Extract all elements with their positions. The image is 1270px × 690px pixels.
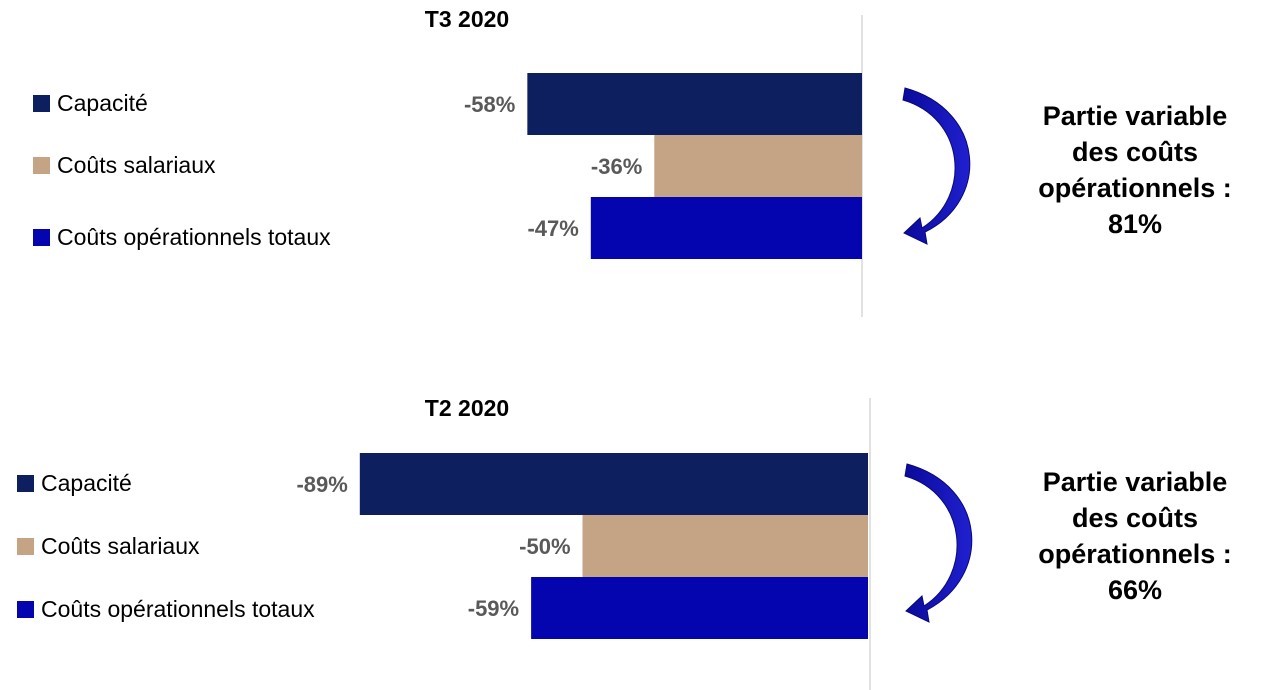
- legend-label: Coûts salariaux: [57, 152, 216, 178]
- legend-swatch: [33, 229, 50, 246]
- data-label: -89%: [296, 472, 347, 497]
- curved-arrow-icon: [902, 87, 971, 245]
- chart-t2-2020: T2 2020 Capacité Coûts salariaux Coûts opé…: [17, 395, 973, 690]
- data-label: -58%: [464, 92, 515, 117]
- legend-label: Coûts opérationnels totaux: [57, 224, 331, 250]
- bars: -89% -50% -59%: [296, 453, 868, 639]
- chart-title: T2 2020: [425, 395, 509, 421]
- annotation-line: Partie variable: [1042, 467, 1228, 497]
- chart-t3-2020: T3 2020 Capacité Coûts salariaux Coûts opé…: [33, 6, 971, 317]
- data-label: -50%: [519, 534, 570, 559]
- legend-label: Coûts salariaux: [41, 533, 200, 559]
- annotation-line: opérationnels :: [1038, 539, 1232, 569]
- legend-swatch: [17, 601, 34, 618]
- legend-label: Capacité: [57, 90, 148, 116]
- bar: [654, 135, 862, 197]
- bar: [582, 515, 868, 577]
- legend-label: Capacité: [41, 470, 132, 496]
- bar: [531, 577, 868, 639]
- annotation-text: Partie variable des coûts opérationnels …: [985, 98, 1270, 242]
- curved-arrow-icon: [904, 463, 973, 623]
- data-label: -59%: [468, 596, 519, 621]
- legend-swatch: [33, 157, 50, 174]
- bars: -58% -36% -47%: [464, 73, 862, 259]
- legend-swatch: [17, 475, 34, 492]
- data-label: -36%: [591, 154, 642, 179]
- bar: [359, 453, 868, 515]
- annotation-line: 81%: [1107, 209, 1163, 239]
- annotation-text: Partie variable des coûts opérationnels …: [985, 464, 1270, 608]
- annotation-line: des coûts: [1071, 137, 1199, 167]
- data-label: -47%: [527, 216, 578, 241]
- bar: [590, 197, 862, 259]
- legend: Capacité Coûts salariaux Coûts opérationne…: [17, 470, 315, 622]
- legend-swatch: [33, 95, 50, 112]
- annotation-line: des coûts: [1071, 503, 1199, 533]
- bar: [527, 73, 862, 135]
- legend-swatch: [17, 538, 34, 555]
- legend: Capacité Coûts salariaux Coûts opérationne…: [33, 90, 331, 250]
- annotation-line: opérationnels :: [1038, 173, 1232, 203]
- annotation-line: 66%: [1107, 575, 1163, 605]
- annotation-line: Partie variable: [1042, 101, 1228, 131]
- chart-title: T3 2020: [425, 6, 509, 32]
- legend-label: Coûts opérationnels totaux: [41, 596, 315, 622]
